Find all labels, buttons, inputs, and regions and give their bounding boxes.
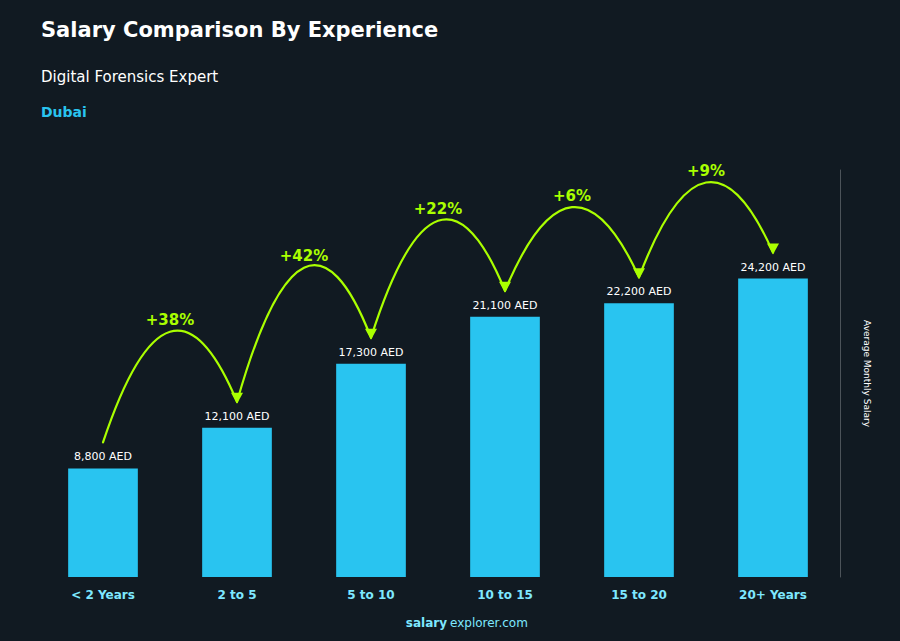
- svg-text:22,200 AED: 22,200 AED: [607, 285, 672, 298]
- svg-text:15 to 20: 15 to 20: [611, 588, 667, 602]
- svg-text:21,100 AED: 21,100 AED: [473, 299, 538, 312]
- svg-text:2 to 5: 2 to 5: [217, 588, 256, 602]
- svg-text:24,200 AED: 24,200 AED: [741, 261, 806, 274]
- svg-text:Salary Comparison By Experienc: Salary Comparison By Experience: [41, 18, 438, 42]
- svg-text:5 to 10: 5 to 10: [347, 588, 394, 602]
- svg-text:10 to 15: 10 to 15: [477, 588, 533, 602]
- svg-text:12,100 AED: 12,100 AED: [205, 410, 270, 423]
- svg-text:explorer.com: explorer.com: [450, 616, 528, 630]
- svg-text:< 2 Years: < 2 Years: [71, 588, 135, 602]
- svg-text:Digital Forensics Expert: Digital Forensics Expert: [41, 68, 218, 86]
- svg-text:+42%: +42%: [280, 247, 328, 265]
- svg-text:+6%: +6%: [553, 187, 591, 205]
- svg-text:+38%: +38%: [146, 311, 194, 329]
- svg-text:+9%: +9%: [687, 162, 725, 180]
- svg-text:Dubai: Dubai: [41, 104, 87, 120]
- svg-text:+22%: +22%: [414, 200, 462, 218]
- svg-text:8,800 AED: 8,800 AED: [74, 450, 132, 463]
- svg-text:salary: salary: [406, 616, 447, 630]
- svg-text:20+ Years: 20+ Years: [739, 588, 807, 602]
- svg-text:17,300 AED: 17,300 AED: [339, 346, 404, 359]
- svg-text:Average Monthly Salary: Average Monthly Salary: [862, 320, 872, 428]
